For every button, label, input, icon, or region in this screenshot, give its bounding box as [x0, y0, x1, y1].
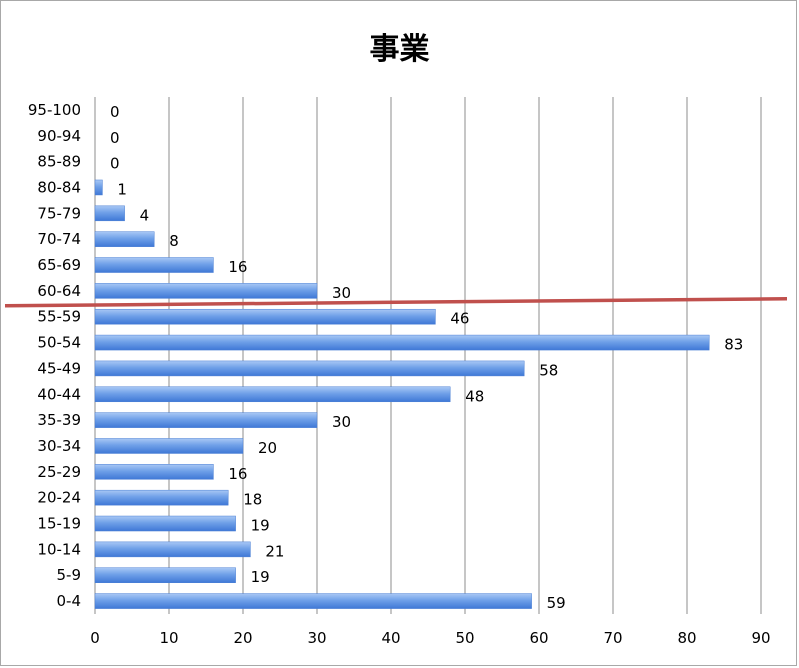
y-tick-label: 90-94 [37, 127, 81, 145]
x-tick-label: 50 [455, 629, 474, 647]
data-label: 16 [228, 465, 247, 483]
bar [94, 257, 214, 273]
x-tick-label: 30 [307, 629, 326, 647]
data-label: 48 [465, 387, 484, 405]
bar [94, 438, 244, 454]
chart-title: 事業 [369, 32, 430, 67]
y-tick-label: 20-24 [37, 489, 81, 507]
data-label: 19 [251, 568, 270, 586]
y-tick-label: 50-54 [37, 334, 81, 352]
bar [94, 308, 436, 325]
y-tick-label: 40-44 [37, 385, 81, 403]
data-label: 58 [539, 361, 558, 379]
data-label: 59 [547, 594, 566, 612]
x-tick-label: 40 [381, 629, 400, 647]
data-label: 8 [169, 232, 179, 250]
data-label: 4 [140, 206, 150, 224]
y-tick-label: 0-4 [57, 592, 82, 610]
y-tick-label: 65-69 [37, 256, 81, 274]
bar [94, 334, 710, 351]
y-tick-label: 30-34 [37, 437, 81, 455]
bar [94, 541, 251, 558]
bar [94, 386, 451, 403]
bar [94, 412, 318, 428]
y-tick-label: 15-19 [37, 515, 81, 533]
bar [94, 567, 236, 583]
y-tick-label: 25-29 [37, 463, 81, 481]
data-label: 16 [228, 258, 247, 276]
data-label: 83 [724, 336, 743, 354]
x-tick-label: 20 [233, 629, 252, 647]
y-tick-label: 75-79 [37, 204, 81, 222]
data-label: 1 [117, 180, 127, 198]
data-label: 0 [110, 155, 120, 173]
x-tick-label: 70 [603, 629, 622, 647]
bar [94, 593, 532, 609]
data-label: 30 [332, 284, 351, 302]
annotation-line [4, 297, 788, 308]
x-tick-label: 60 [529, 629, 548, 647]
y-tick-label: 80-84 [37, 178, 81, 196]
bar [94, 360, 525, 377]
data-label: 0 [110, 103, 120, 121]
y-tick-label: 35-39 [37, 411, 81, 429]
bar [94, 283, 318, 299]
bar [94, 489, 229, 506]
y-tick-label: 85-89 [37, 153, 81, 171]
y-tick-label: 70-74 [37, 230, 81, 248]
y-tick-label: 95-100 [28, 101, 81, 119]
bar [94, 515, 236, 532]
y-tick-label: 45-49 [37, 359, 81, 377]
y-tick-label: 60-64 [37, 282, 81, 300]
bar [94, 205, 125, 222]
x-tick-label: 80 [677, 629, 696, 647]
y-tick-label: 55-59 [37, 308, 81, 326]
x-tick-label: 10 [159, 629, 178, 647]
x-tick-label: 90 [751, 629, 770, 647]
data-label: 19 [251, 517, 270, 535]
data-label: 18 [243, 491, 262, 509]
bar [94, 231, 155, 247]
x-tick-label: 0 [90, 629, 100, 647]
bar [94, 464, 214, 480]
data-label: 20 [258, 439, 277, 457]
y-tick-label: 10-14 [37, 540, 81, 558]
data-label: 21 [265, 542, 284, 560]
bar [94, 179, 103, 196]
data-label: 30 [332, 413, 351, 431]
data-label: 46 [450, 310, 469, 328]
data-label: 0 [110, 129, 120, 147]
y-tick-label: 5-9 [57, 566, 82, 584]
